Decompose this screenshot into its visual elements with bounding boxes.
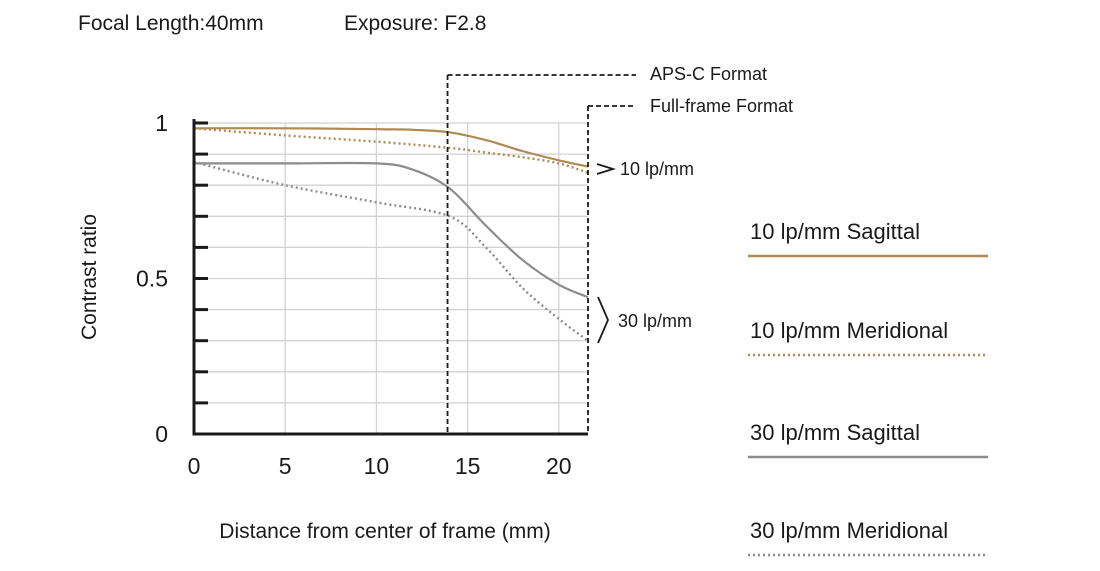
group-label-30lpmm: 30 lp/mm — [618, 311, 692, 331]
x-tick-label: 15 — [455, 453, 481, 479]
series-line-30-lp-mm-meridional — [193, 160, 589, 342]
y-tick-label: 0.5 — [136, 266, 168, 292]
legend-label: 10 lp/mm Sagittal — [750, 219, 920, 244]
chart-legend: 10 lp/mm Sagittal 10 lp/mm Meridional 30 l… — [748, 219, 988, 557]
legend-label: 10 lp/mm Meridional — [750, 318, 948, 343]
series-line-30-lp-mm-sagittal — [194, 161, 589, 299]
x-tick-label: 10 — [364, 453, 390, 479]
brace-icon — [597, 296, 609, 344]
exposure-label: Exposure: F2.8 — [344, 12, 486, 35]
chart-grid — [194, 122, 588, 434]
chart-series — [193, 127, 589, 342]
group-label-10lpmm: 10 lp/mm — [620, 159, 694, 179]
chart-axes: 0 5 10 15 20 0 0.5 1 — [136, 110, 588, 479]
x-tick-label: 20 — [546, 453, 572, 479]
arrow-icon — [596, 163, 617, 175]
format-label: Full-frame Format — [650, 96, 793, 116]
series-line-10-lp-mm-sagittal — [193, 127, 589, 168]
frequency-group-labels: 10 lp/mm 30 lp/mm — [596, 159, 694, 344]
x-tick-label: 5 — [279, 453, 292, 479]
format-label: APS-C Format — [650, 64, 767, 84]
legend-label: 30 lp/mm Meridional — [750, 518, 948, 543]
format-markers: APS-C Format Full-frame Format — [446, 64, 793, 434]
y-axis-title: Contrast ratio — [78, 214, 101, 340]
y-tick-label: 1 — [155, 110, 168, 136]
legend-label: 30 lp/mm Sagittal — [750, 420, 920, 445]
x-tick-label: 0 — [188, 453, 201, 479]
series-line-10-lp-mm-meridional — [193, 127, 589, 174]
y-tick-label: 0 — [155, 421, 168, 447]
focal-length-label: Focal Length:40mm — [78, 12, 264, 35]
x-axis-title: Distance from center of frame (mm) — [219, 520, 550, 543]
